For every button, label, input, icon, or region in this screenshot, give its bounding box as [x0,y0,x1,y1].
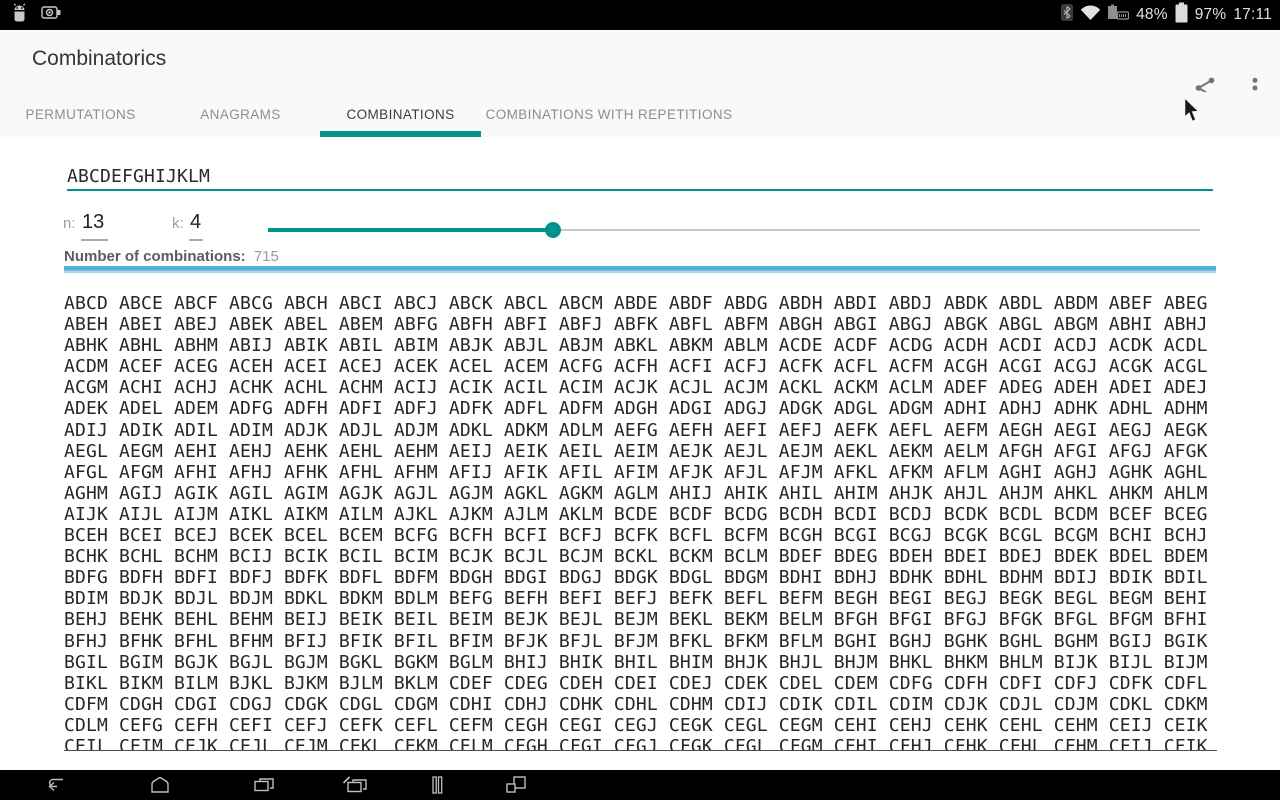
battery-icon [1175,2,1188,28]
tab-bar: PERMUTATIONS ANAGRAMS COMBINATIONS COMBI… [0,92,1280,137]
n-field-underline [81,239,108,241]
combination-row: ABHK ABHL ABHM ABIJ ABIK ABIL ABIM ABJK … [64,335,1208,357]
combination-row: BIKL BIKM BILM BJKL BJKM BJLM BKLM CDEF … [64,672,1208,694]
external-battery-icon [1108,4,1130,26]
nav-splitscreen-button[interactable] [420,774,454,796]
combination-row: ABEH ABEI ABEJ ABEK ABEL ABEM ABFG ABFH … [64,314,1208,336]
letters-input[interactable]: ABCDEFGHIJKLM [67,166,210,187]
combination-row: AGHM AGIJ AGIK AGIL AGIM AGJK AGJL AGJM … [64,482,1208,504]
nav-recents-button[interactable] [247,774,281,796]
tab-combinations-with-repetitions[interactable]: COMBINATIONS WITH REPETITIONS [485,107,733,122]
k-label: k: [172,215,184,232]
combination-row: ABCD ABCE ABCF ABCG ABCH ABCI ABCJ ABCK … [64,293,1208,314]
nav-home-button[interactable] [143,774,177,796]
k-slider-thumb[interactable] [545,222,562,238]
clock: 17:11 [1233,6,1272,23]
tab-permutations[interactable]: PERMUTATIONS [25,107,136,122]
selected-tab-indicator [320,131,481,137]
result-line: Number of combinations: 715 [64,248,279,265]
result-value: 715 [253,248,279,265]
nav-back-button[interactable] [38,774,72,796]
combination-row: ACDM ACEF ACEG ACEH ACEI ACEJ ACEK ACEL … [64,356,1208,378]
navigation-bar [0,770,1280,800]
battery-percent: 97% [1194,6,1227,23]
k-slider-track[interactable] [268,229,1200,231]
combination-row: BDFG BDFH BDFI BDFJ BDFK BDFL BDFM BDGH … [64,567,1208,589]
result-label: Number of combinations: [64,248,246,265]
combination-row: BDIM BDJK BDJL BDJM BDKL BDKM BDLM BEFG … [64,588,1208,610]
combination-row: CEIL CEIM CEJK CEJL CEJM CEKL CEKM CELM … [64,735,1208,751]
nav-screenshot-button[interactable] [338,774,372,796]
combination-row: ACGM ACHI ACHJ ACHK ACHL ACHM ACIJ ACIK … [64,377,1208,399]
k-slider-fill [268,228,554,232]
n-label: n: [63,215,76,232]
status-bar: 48% 97% 17:11 [0,0,1280,30]
combination-row: CDLM CEFG CEFH CEFI CEFJ CEFK CEFL CEFM … [64,714,1208,736]
bluetooth-icon [1061,4,1074,26]
page-title: Combinatorics [32,47,167,70]
combination-row: ADIJ ADIK ADIL ADIM ADJK ADJL ADJM ADKL … [64,419,1208,441]
letters-input-underline [67,189,1213,191]
combination-row: BEHJ BEHK BEHL BEHM BEIJ BEIK BEIL BEIM … [64,609,1208,631]
combination-row: CDFM CDGH CDGI CDGJ CDGK CDGL CDGM CDHI … [64,693,1208,715]
combination-row: BFHJ BFHK BFHL BFHM BFIJ BFIK BFIL BFIM … [64,630,1208,652]
tab-anagrams[interactable]: ANAGRAMS [200,107,281,122]
k-field[interactable]: 4 [190,211,202,233]
combination-row: BGIL BGIM BGJK BGJL BGJM BGKL BGKM BGLM … [64,651,1208,673]
external-battery-percent: 48% [1136,6,1168,23]
combination-row: AEGL AEGM AEHI AEHJ AEHK AEHL AEHM AEIJ … [64,440,1208,462]
combination-row: ADEK ADEL ADEM ADFG ADFH ADFI ADFJ ADFK … [64,398,1208,420]
k-field-underline [189,239,203,241]
section-divider [64,266,1216,273]
combination-row: AFGL AFGM AFHI AFHJ AFHK AFHL AFHM AFIJ … [64,461,1208,483]
combination-row: AIJK AIJL AIJM AIKL AIKM AILM AJKL AJKM … [64,503,1208,525]
screenshot-icon [41,4,61,26]
combination-row: BCEH BCEI BCEJ BCEK BCEL BCEM BCFG BCFH … [64,525,1208,547]
nav-multiwindow-button[interactable] [499,774,533,796]
combinations-grid[interactable]: ABCD ABCE ABCF ABCG ABCH ABCI ABCJ ABCK … [64,293,1217,751]
n-field[interactable]: 13 [82,211,105,233]
combination-row: BCHK BCHL BCHM BCIJ BCIK BCIL BCIM BCJK … [64,546,1208,568]
wifi-icon [1080,4,1101,26]
usb-debugging-icon [10,2,29,29]
tab-combinations[interactable]: COMBINATIONS [346,107,455,122]
app-bar: Combinatorics [0,30,1280,99]
